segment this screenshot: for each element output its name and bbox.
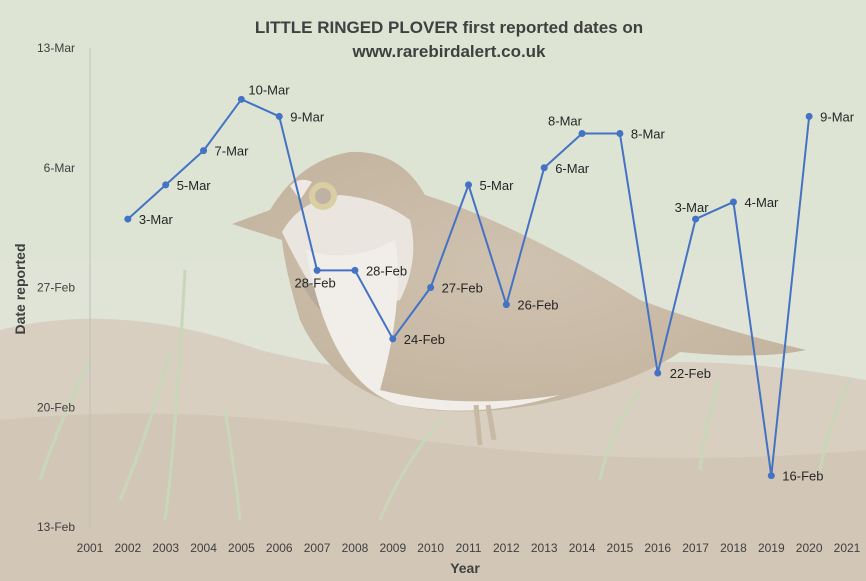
x-tick-label: 2015 [607,541,634,555]
x-tick-label: 2017 [682,541,709,555]
data-label-2004: 7-Mar [215,144,250,159]
y-tick-label: 27-Feb [37,281,75,295]
data-label-2007: 28-Feb [294,275,335,290]
x-tick-label: 2005 [228,541,255,555]
data-point-2013 [540,164,548,172]
data-point-2012 [502,301,510,309]
data-point-2011 [465,181,472,189]
data-point-2020 [805,112,813,120]
x-tick-label: 2013 [531,541,558,555]
data-point-2006 [275,112,283,120]
x-tick-label: 2002 [114,541,141,555]
data-label-2015: 8-Mar [631,127,666,142]
x-tick-label: 2008 [342,541,369,555]
y-tick-label: 13-Feb [37,520,75,534]
data-point-2003 [162,181,170,189]
data-point-2010 [427,284,435,291]
y-tick-label: 20-Feb [37,400,75,414]
data-label-2012: 26-Feb [517,298,558,313]
data-point-2019 [767,472,775,480]
data-label-2008: 28-Feb [366,263,407,278]
data-label-2016: 22-Feb [670,366,711,381]
data-label-2020: 9-Mar [820,109,855,124]
x-tick-label: 2016 [644,541,671,555]
chart-title-line1: LITTLE RINGED PLOVER first reported date… [255,18,643,37]
x-tick-label: 2011 [456,541,482,555]
x-tick-label: 2006 [266,541,293,555]
data-label-2014: 8-Mar [548,114,583,129]
data-point-2018 [729,198,737,206]
x-tick-label: 2010 [417,541,444,555]
data-label-2003: 5-Mar [177,178,212,193]
x-tick-label: 2018 [720,541,747,555]
data-label-2019: 16-Feb [782,469,823,484]
x-tick-label: 2014 [569,541,596,555]
data-point-2014 [578,130,586,138]
x-tick-label: 2001 [77,541,104,555]
series-first-reported-dates: 3-Mar5-Mar7-Mar10-Mar9-Mar28-Feb28-Feb24… [124,82,855,484]
y-tick-label: 13-Mar [37,41,75,55]
data-point-2009 [389,335,397,343]
data-label-2011: 5-Mar [480,178,515,193]
data-label-2006: 9-Mar [290,109,325,124]
x-axis-ticks: 2001 2002 2003 2004 2005 2006 2007 2008 2009 2010… [77,541,861,555]
x-tick-label: 2004 [190,541,217,555]
data-label-2013: 6-Mar [555,161,590,176]
x-tick-label: 2021 [834,541,861,555]
data-label-2017: 3-Mar [675,200,710,215]
y-tick-label: 6-Mar [44,161,75,175]
data-point-2002 [124,215,132,223]
x-tick-label: 2020 [796,541,823,555]
data-point-2008 [351,266,359,274]
x-tick-label: 2003 [152,541,179,555]
grass-blades [38,269,852,521]
data-point-2007 [313,266,321,274]
data-label-2009: 24-Feb [404,332,445,347]
data-point-2017 [692,215,700,223]
data-point-2016 [654,369,662,377]
data-point-2005 [237,95,245,103]
x-tick-label: 2007 [304,541,331,555]
data-point-2004 [200,147,208,155]
data-label-2002: 3-Mar [139,212,174,227]
data-label-2018: 4-Mar [744,195,779,210]
x-tick-label: 2019 [758,541,785,555]
x-tick-label: 2012 [493,541,520,555]
x-axis-title: Year [450,560,480,576]
x-tick-label: 2009 [379,541,406,555]
data-label-2005: 10-Mar [248,82,290,97]
data-label-2010: 27-Feb [442,281,483,296]
y-axis-title: Date reported [12,243,28,334]
data-point-2015 [616,130,624,138]
chart-title-line2: www.rarebirdalert.co.uk [351,42,546,61]
bird-image [232,151,806,446]
y-axis-ticks: 13-Feb 20-Feb 27-Feb 6-Mar 13-Mar [37,41,75,534]
